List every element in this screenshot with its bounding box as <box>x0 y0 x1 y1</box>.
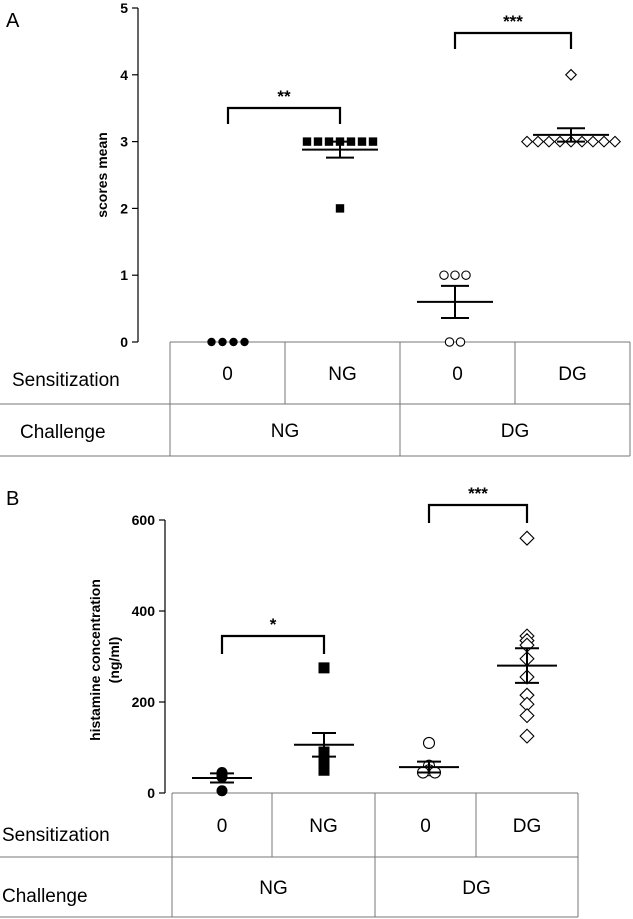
data-point-b-1-7 <box>318 762 330 774</box>
significance-label-b-1: *** <box>468 484 488 503</box>
data-point-a-0-0 <box>207 337 216 347</box>
data-point-b-3-9 <box>519 728 535 744</box>
data-point-b-3-8 <box>519 707 535 724</box>
y-axis-title-b-line2: (ng/ml) <box>106 637 122 684</box>
table-a-row2-label: Challenge <box>20 422 106 443</box>
significance-bracket-a-1 <box>453 31 573 49</box>
data-point-a-0-3 <box>240 337 249 347</box>
data-point-a-3-9 <box>608 135 622 148</box>
data-point-a-3-1 <box>520 135 534 148</box>
significance-label-b-0: * <box>270 615 277 634</box>
data-point-a-1-6 <box>368 137 378 146</box>
table-b-sensitization-cell-3: DG <box>513 816 542 837</box>
table-b-challenge-cell-1: DG <box>462 878 491 899</box>
y-tick-label-a-3: 3 <box>120 134 128 150</box>
y-tick-label-a-5: 5 <box>120 0 128 16</box>
data-point-b-0-3 <box>216 785 228 797</box>
data-point-a-3-2 <box>531 135 545 148</box>
table-a-sensitization-cell-0: 0 <box>222 364 233 385</box>
y-tick-label-a-2: 2 <box>120 200 128 216</box>
data-point-a-0-1 <box>218 337 227 347</box>
table-b-sensitization-cell-2: 0 <box>420 816 431 837</box>
data-point-a-1-5 <box>357 137 367 146</box>
data-point-b-2-0 <box>422 736 436 750</box>
data-point-b-3-0 <box>519 530 535 546</box>
y-tick-label-a-1: 1 <box>120 267 128 283</box>
y-tick-label-b-0: 0 <box>147 785 155 801</box>
y-tick-label-b-3: 600 <box>132 512 156 528</box>
significance-bracket-a-0 <box>226 106 342 124</box>
data-point-a-1-0 <box>302 137 312 146</box>
data-point-a-3-0 <box>564 68 578 81</box>
table-b-sensitization-cell-1: NG <box>309 816 338 837</box>
data-point-a-3-7 <box>586 135 600 148</box>
significance-label-a-0: ** <box>277 87 291 106</box>
data-point-a-2-3 <box>444 337 455 347</box>
table-b-row2-label: Challenge <box>2 886 88 907</box>
panel-letter-b: B <box>6 488 19 510</box>
y-tick-label-b-2: 400 <box>132 603 156 619</box>
significance-label-a-1: *** <box>503 12 523 31</box>
data-point-a-3-3 <box>542 135 556 148</box>
table-a-sensitization-cell-3: DG <box>558 364 587 385</box>
significance-bracket-b-0 <box>220 634 326 654</box>
y-tick-label-a-4: 4 <box>120 67 128 83</box>
y-axis-title-b-line1: histamine concentration <box>87 579 103 741</box>
data-point-a-1-7 <box>335 204 345 213</box>
table-a-challenge-cell-0: NG <box>271 421 300 442</box>
table-b-sensitization-cell-0: 0 <box>217 816 228 837</box>
table-a-challenge-cell-1: DG <box>501 421 530 442</box>
table-a-sensitization-cell-1: NG <box>328 364 357 385</box>
table-a-sensitization-cell-2: 0 <box>452 364 463 385</box>
table-a-row1-label: Sensitization <box>12 370 120 391</box>
data-point-a-2-0 <box>439 270 449 280</box>
y-tick-label-b-1: 200 <box>132 694 156 710</box>
table-b-challenge-cell-0: NG <box>259 878 288 899</box>
y-axis-title-a: scores mean <box>94 132 110 218</box>
table-b-row1-label: Sensitization <box>2 825 110 846</box>
data-point-b-1-0 <box>318 662 330 674</box>
data-point-a-3-8 <box>597 135 611 148</box>
data-point-a-1-1 <box>313 137 323 146</box>
significance-bracket-b-1 <box>427 503 529 523</box>
y-tick-label-a-0: 0 <box>120 334 128 350</box>
panel-letter-a: A <box>6 10 20 32</box>
data-point-a-2-4 <box>455 337 466 347</box>
data-point-a-2-2 <box>461 270 471 280</box>
data-point-a-0-2 <box>229 337 238 347</box>
data-point-a-2-1 <box>450 270 460 280</box>
